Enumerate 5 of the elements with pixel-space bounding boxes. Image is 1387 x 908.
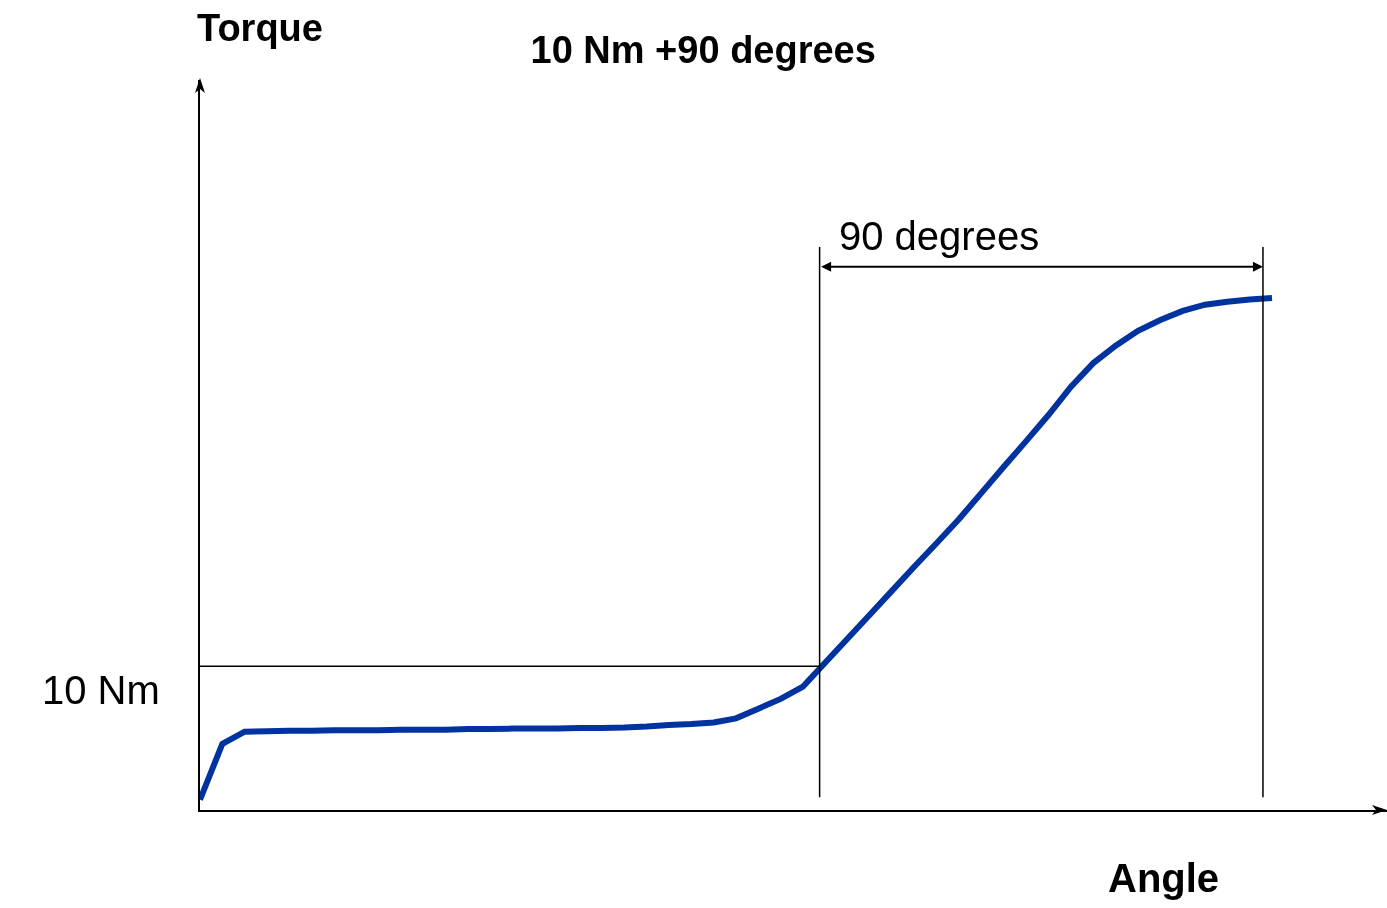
chart-title: 10 Nm +90 degrees	[530, 28, 876, 71]
text: Torque	[197, 7, 323, 49]
ref-line-label: 10 Nm	[42, 668, 160, 712]
x-axis-title: Angle	[1108, 856, 1220, 900]
text: 90 degrees	[839, 214, 1040, 258]
